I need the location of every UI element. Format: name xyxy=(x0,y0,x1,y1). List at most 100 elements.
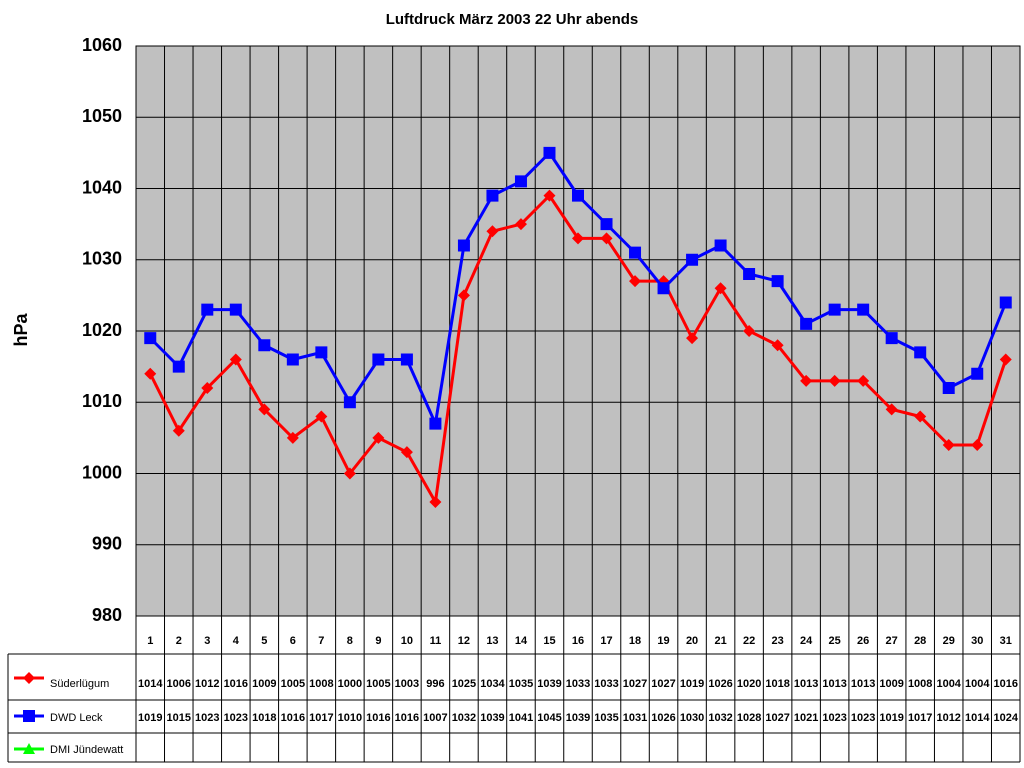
table-value: 1030 xyxy=(680,712,704,724)
table-value: 1021 xyxy=(794,712,818,724)
table-value: 1034 xyxy=(480,678,505,690)
x-tick-label: 13 xyxy=(486,635,498,647)
table-value: 1016 xyxy=(366,712,390,724)
point xyxy=(429,417,442,430)
table-value: 1014 xyxy=(138,678,163,690)
legend-label: Süderlügum xyxy=(50,678,109,690)
table-value: 1027 xyxy=(623,678,647,690)
x-tick-label: 9 xyxy=(375,635,381,647)
y-tick-label: 1020 xyxy=(82,320,122,340)
point xyxy=(885,403,898,416)
table-value: 1009 xyxy=(252,678,276,690)
point xyxy=(914,410,927,423)
table-value: 1023 xyxy=(822,712,846,724)
point xyxy=(144,332,157,345)
table-value: 1026 xyxy=(708,678,732,690)
point xyxy=(172,360,185,373)
table-value: 1004 xyxy=(936,678,961,690)
table-value: 1000 xyxy=(338,678,362,690)
x-tick-label: 29 xyxy=(943,635,955,647)
table-value: 1025 xyxy=(452,678,476,690)
table-value: 1035 xyxy=(509,678,533,690)
point xyxy=(572,189,584,202)
point xyxy=(885,332,898,345)
x-tick-label: 27 xyxy=(886,635,898,647)
table-value: 1006 xyxy=(167,678,191,690)
table-value: 1019 xyxy=(680,678,704,690)
y-tick-label: 990 xyxy=(92,534,122,554)
table-value: 1045 xyxy=(537,712,561,724)
y-tick-label: 1050 xyxy=(82,106,122,126)
point xyxy=(372,353,385,366)
point xyxy=(743,268,756,280)
table-value: 1035 xyxy=(594,712,618,724)
x-tick-label: 2 xyxy=(176,635,182,647)
point xyxy=(714,282,727,295)
table-value: 1013 xyxy=(794,678,818,690)
point xyxy=(486,225,499,238)
point xyxy=(857,303,870,316)
table-value: 1023 xyxy=(195,712,219,724)
table-value: 1027 xyxy=(765,712,789,724)
point xyxy=(343,396,356,409)
point xyxy=(400,353,413,366)
point xyxy=(23,672,35,684)
point xyxy=(457,289,470,302)
y-tick-label: 1040 xyxy=(82,177,122,197)
table-value: 1028 xyxy=(737,712,761,724)
point xyxy=(999,353,1012,366)
point xyxy=(514,218,527,231)
x-tick-label: 28 xyxy=(914,635,926,647)
table-value: 1013 xyxy=(822,678,846,690)
table-value: 1016 xyxy=(395,712,419,724)
table-value: 1018 xyxy=(252,712,276,724)
point xyxy=(258,339,271,352)
table-value: 1017 xyxy=(309,712,333,724)
table-value: 1013 xyxy=(851,678,875,690)
point xyxy=(686,253,699,266)
point xyxy=(999,296,1012,309)
table-value: 1039 xyxy=(537,678,561,690)
y-tick-label: 1010 xyxy=(82,391,122,411)
point xyxy=(629,246,642,259)
x-tick-label: 15 xyxy=(543,635,555,647)
x-tick-label: 30 xyxy=(971,635,983,647)
table-value: 1041 xyxy=(509,712,533,724)
table-value: 1008 xyxy=(309,678,333,690)
point xyxy=(857,374,870,387)
x-tick-label: 21 xyxy=(714,635,726,647)
table-value: 1027 xyxy=(651,678,675,690)
x-tick-label: 6 xyxy=(290,635,296,647)
x-tick-label: 1 xyxy=(147,635,153,647)
point xyxy=(686,332,699,345)
point xyxy=(315,346,328,359)
point xyxy=(400,446,413,459)
x-tick-label: 22 xyxy=(743,635,755,647)
point xyxy=(486,189,499,202)
table-value: 1039 xyxy=(566,712,590,724)
point xyxy=(201,382,214,394)
point xyxy=(229,353,242,366)
table-value: 1016 xyxy=(281,712,305,724)
x-tick-label: 23 xyxy=(771,635,783,647)
table-value: 1032 xyxy=(708,712,732,724)
point xyxy=(828,374,841,387)
table-value: 1017 xyxy=(908,712,932,724)
x-tick-label: 18 xyxy=(629,635,641,647)
point xyxy=(23,743,35,754)
x-tick-label: 12 xyxy=(458,635,470,647)
y-tick-label: 1000 xyxy=(82,462,122,482)
y-axis-label: hPa xyxy=(11,313,31,347)
x-tick-label: 31 xyxy=(1000,635,1012,647)
point xyxy=(457,239,470,252)
x-tick-label: 11 xyxy=(430,635,442,647)
table-value: 1019 xyxy=(879,712,903,724)
point xyxy=(971,439,984,451)
table-value: 1010 xyxy=(338,712,362,724)
table-value: 1008 xyxy=(908,678,932,690)
table-value: 1007 xyxy=(423,712,447,724)
point xyxy=(286,353,299,366)
point xyxy=(343,467,356,480)
